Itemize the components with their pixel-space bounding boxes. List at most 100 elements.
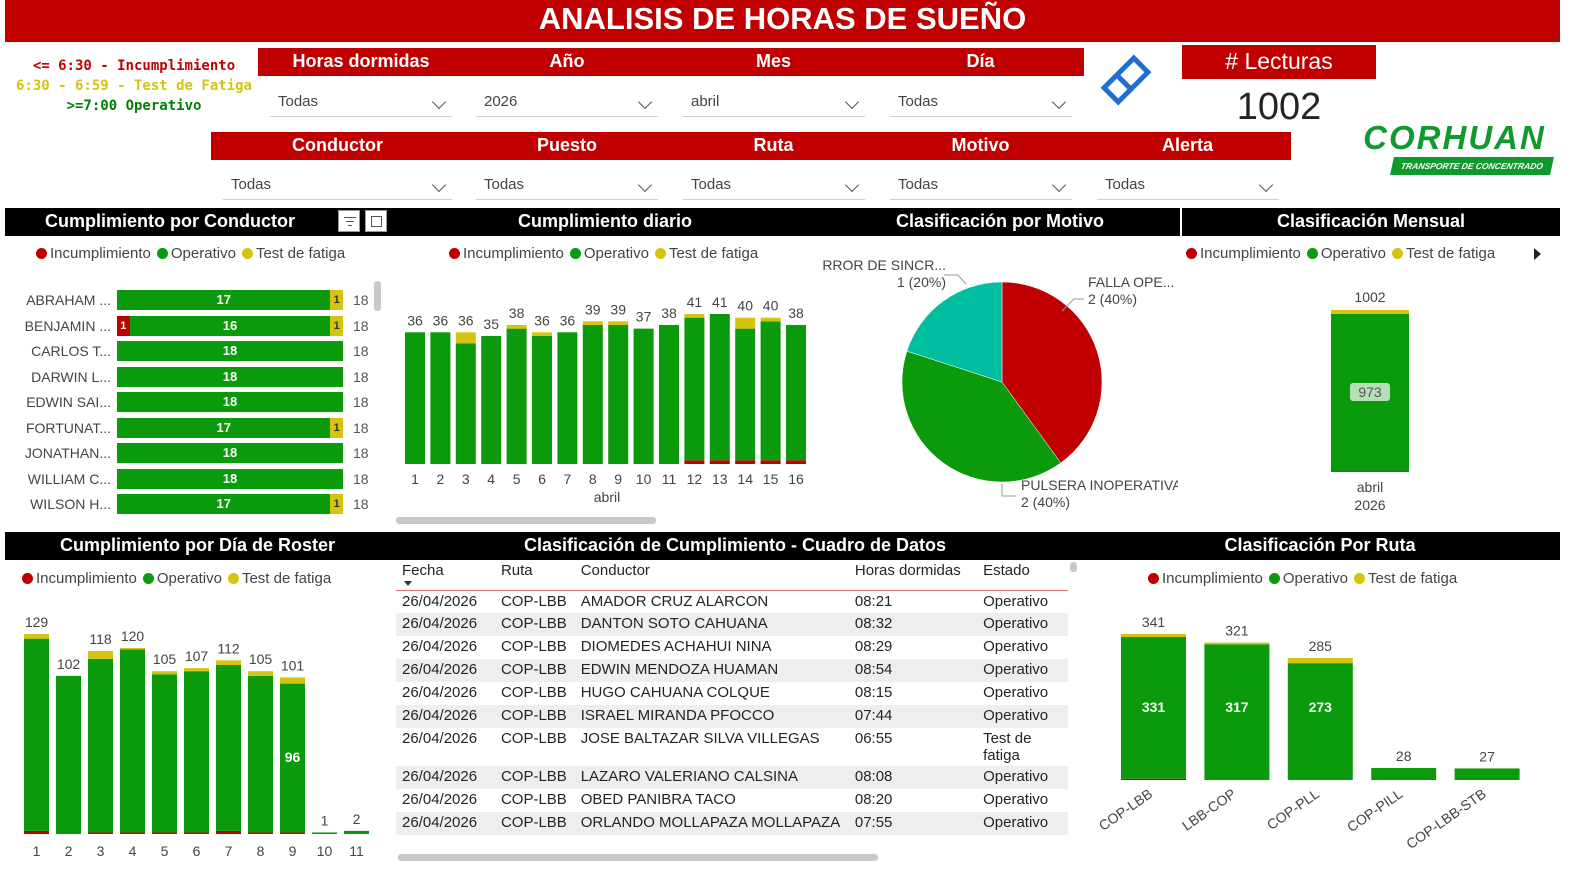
bar-segment-operativo[interactable]: [216, 665, 241, 831]
conductor-bar-row[interactable]: EDWIN SAI... 18 18: [12, 392, 372, 412]
bar-segment-test-de-fatiga[interactable]: [152, 671, 177, 675]
bar-segment-operativo[interactable]: [1454, 768, 1520, 780]
bar-segment-test-de-fatiga[interactable]: [455, 332, 476, 344]
bar-segment-test-de-fatiga[interactable]: [280, 677, 305, 684]
bar-segment-operativo[interactable]: [1121, 636, 1186, 779]
filter-icon[interactable]: [338, 210, 360, 232]
conductor-bar-segment[interactable]: 1: [117, 315, 130, 336]
bar-segment-operativo[interactable]: [24, 638, 49, 831]
bar-segment-test-de-fatiga[interactable]: [608, 321, 629, 325]
bar-segment-operativo[interactable]: [506, 328, 527, 464]
bar-segment-incumplimiento[interactable]: [280, 832, 305, 834]
table-row[interactable]: 26/04/2026 COP-LBB DANTON SOTO CAHUANA 08:3…: [396, 613, 1068, 636]
bar-segment-test-de-fatiga[interactable]: [24, 634, 49, 639]
table-row[interactable]: 26/04/2026 COP-LBB DIOMEDES ACHAHUI NINA 08…: [396, 636, 1068, 659]
slicer-horas-dropdown[interactable]: Todas: [270, 87, 452, 117]
slicer-alerta-dropdown[interactable]: Todas: [1097, 170, 1279, 200]
conductor-bar-row[interactable]: FORTUNAT... 17 1 18: [12, 417, 372, 438]
table-row[interactable]: 26/04/2026 COP-LBB EDWIN MENDOZA HUAMAN 08:…: [396, 659, 1068, 682]
conductor-bar-row[interactable]: BENJAMIN ... 1 16 1 18: [12, 315, 372, 336]
conductor-bar-segment[interactable]: 18: [117, 366, 343, 387]
bar-segment-operativo[interactable]: [1204, 644, 1270, 780]
col-horas[interactable]: Horas dormidas: [854, 562, 961, 579]
diario-scrollbar[interactable]: [396, 517, 656, 524]
bar-segment-test-de-fatiga[interactable]: [120, 647, 145, 650]
bar-segment-operativo[interactable]: [280, 683, 305, 833]
bar-segment-operativo[interactable]: [248, 675, 273, 833]
mensual-bar-segment[interactable]: [1331, 471, 1409, 472]
slicer-dia-dropdown[interactable]: Todas: [890, 87, 1072, 117]
bar-segment-operativo[interactable]: [481, 335, 502, 464]
bar-segment-operativo[interactable]: [405, 332, 425, 464]
slicer-ruta-dropdown[interactable]: Todas: [683, 170, 865, 200]
bar-segment-test-de-fatiga[interactable]: [1287, 657, 1353, 664]
conductor-bar-row[interactable]: WILLIAM C... 18 18: [12, 468, 372, 489]
bar-segment-operativo[interactable]: [312, 832, 337, 834]
conductor-bar-segment[interactable]: 17: [117, 417, 331, 438]
bar-segment-incumplimiento[interactable]: [88, 832, 113, 834]
pie-slice[interactable]: [1001, 281, 1103, 464]
next-arrow-icon[interactable]: [1534, 248, 1541, 260]
bar-segment-operativo[interactable]: [120, 649, 145, 833]
conductor-scrollbar[interactable]: [374, 281, 381, 311]
pie-slice[interactable]: [901, 350, 1062, 483]
bar-segment-incumplimiento[interactable]: [786, 460, 806, 464]
pie-slice[interactable]: [906, 281, 1003, 383]
bar-segment-incumplimiento[interactable]: [1121, 778, 1186, 780]
bar-segment-operativo[interactable]: [430, 332, 451, 464]
bar-segment-operativo[interactable]: [56, 675, 81, 834]
bar-segment-operativo[interactable]: [184, 671, 209, 833]
bar-segment-test-de-fatiga[interactable]: [582, 321, 603, 325]
bar-segment-test-de-fatiga[interactable]: [248, 671, 273, 676]
bar-segment-test-de-fatiga[interactable]: [684, 314, 705, 318]
col-ruta[interactable]: Ruta: [500, 562, 533, 579]
col-fecha[interactable]: Fecha: [396, 560, 495, 590]
table-scrollbar-h[interactable]: [398, 854, 878, 861]
bar-segment-test-de-fatiga[interactable]: [735, 317, 756, 329]
slicer-conductor-dropdown[interactable]: Todas: [223, 170, 452, 200]
bar-segment-operativo[interactable]: [1287, 663, 1353, 780]
bar-segment-incumplimiento[interactable]: [684, 460, 705, 464]
bar-segment-test-de-fatiga[interactable]: [1121, 634, 1186, 637]
bar-segment-test-de-fatiga[interactable]: [532, 332, 552, 336]
conductor-bar-segment[interactable]: 18: [117, 468, 343, 489]
bar-segment-operativo[interactable]: [760, 321, 781, 461]
table-row[interactable]: 26/04/2026 COP-LBB JOSE BALTAZAR SILVA VIL…: [396, 728, 1068, 766]
table-row[interactable]: 26/04/2026 COP-LBB HUGO CAHUANA COLQUE 08:1…: [396, 682, 1068, 705]
col-estado[interactable]: Estado: [983, 562, 1030, 579]
conductor-bar-segment[interactable]: 16: [129, 315, 331, 336]
bar-segment-incumplimiento[interactable]: [248, 832, 273, 834]
bar-segment-incumplimiento[interactable]: [216, 830, 241, 834]
conductor-bar-segment[interactable]: 1: [330, 494, 343, 514]
bar-segment-incumplimiento[interactable]: [760, 460, 781, 464]
bar-segment-operativo[interactable]: [633, 328, 654, 464]
conductor-bar-row[interactable]: DARWIN L... 18 18: [12, 366, 372, 387]
bar-segment-operativo[interactable]: [344, 830, 369, 834]
table-row[interactable]: 26/04/2026 COP-LBB ORLANDO MOLLAPAZA MOLLA…: [396, 812, 1068, 835]
bar-segment-incumplimiento[interactable]: [120, 832, 145, 834]
bar-segment-operativo[interactable]: [88, 658, 113, 833]
focus-mode-icon[interactable]: [365, 210, 387, 232]
slicer-anio-dropdown[interactable]: 2026: [476, 87, 658, 117]
bar-segment-test-de-fatiga[interactable]: [184, 668, 209, 672]
bar-segment-operativo[interactable]: [455, 343, 476, 464]
conductor-bar-row[interactable]: CARLOS T... 18 18: [12, 341, 372, 361]
conductor-bar-segment[interactable]: 1: [330, 290, 343, 310]
bar-segment-operativo[interactable]: [659, 324, 679, 464]
bar-segment-incumplimiento[interactable]: [152, 832, 177, 834]
bar-segment-operativo[interactable]: [532, 335, 552, 464]
conductor-bar-segment[interactable]: 18: [117, 392, 343, 412]
bar-segment-test-de-fatiga[interactable]: [760, 317, 781, 322]
bar-segment-operativo[interactable]: [557, 332, 578, 464]
conductor-bar-segment[interactable]: 18: [117, 341, 343, 361]
bar-segment-operativo[interactable]: [735, 328, 756, 461]
slicer-mes-dropdown[interactable]: abril: [683, 87, 865, 117]
bar-segment-operativo[interactable]: [608, 324, 629, 464]
mensual-bar-segment[interactable]: [1331, 310, 1409, 314]
eraser-icon[interactable]: [1095, 52, 1157, 108]
table-row[interactable]: 26/04/2026 COP-LBB AMADOR CRUZ ALARCON 08:2…: [396, 590, 1068, 613]
conductor-bar-row[interactable]: JONATHAN... 18 18: [12, 443, 372, 463]
table-row[interactable]: 26/04/2026 COP-LBB OBED PANIBRA TACO 08:20 O…: [396, 789, 1068, 812]
bar-segment-incumplimiento[interactable]: [709, 460, 730, 464]
col-conductor[interactable]: Conductor: [580, 562, 650, 579]
